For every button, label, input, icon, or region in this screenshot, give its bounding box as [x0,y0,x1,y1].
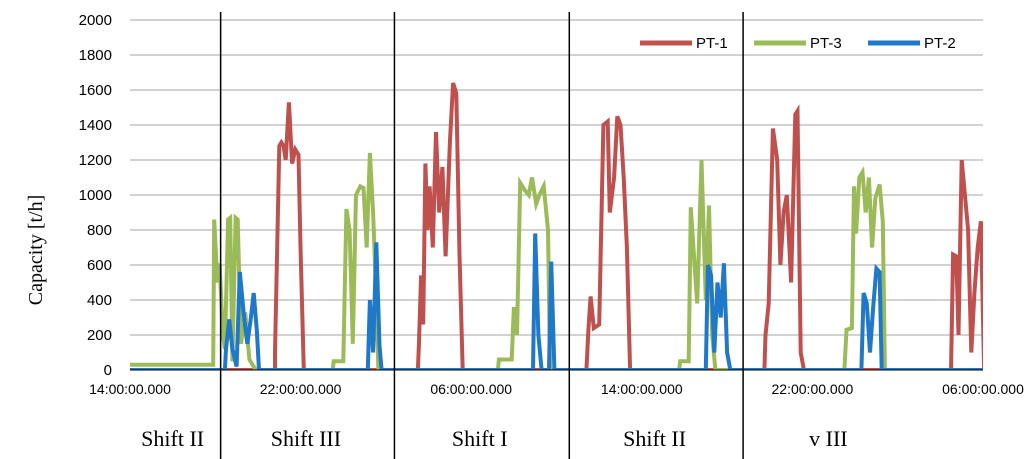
legend: PT-1 PT-3 PT-2 [640,35,956,52]
y-axis-label: Capacity [t/h] [25,195,47,306]
y-tick-label: 200 [87,327,112,344]
y-tick-label: 1600 [79,82,112,99]
grid-lines [130,19,983,371]
shift-label: Shift I [452,426,508,451]
y-tick-label: 600 [87,257,112,274]
shift-labels: Shift II Shift III Shift I Shift II v III [141,426,847,451]
x-tick-label: 22:00:00.000 [260,381,342,397]
x-tick-labels: 14:00:00.000 22:00:00.000 06:00:00.000 14:0… [89,381,1024,397]
y-tick-label: 1200 [79,152,112,169]
x-tick-label: 06:00:00.000 [942,381,1024,397]
y-tick-label: 400 [87,292,112,309]
x-tick-label: 22:00:00.000 [772,381,854,397]
y-tick-labels: 0 200 400 600 800 1000 1200 1400 1600 1800 2000 [79,12,112,379]
y-tick-label: 2000 [79,12,112,29]
shift-dividers [219,12,744,459]
x-tick-label: 14:00:00.000 [601,381,683,397]
x-tick-label: 14:00:00.000 [89,381,171,397]
series-line-pt-2 [130,233,983,370]
shift-label: Shift II [141,426,204,451]
series-line-pt-1 [130,82,983,370]
shift-label: Shift II [623,426,686,451]
shift-label: Shift III [271,426,341,451]
y-tick-label: 1000 [79,187,112,204]
y-tick-label: 0 [104,362,112,379]
legend-label: PT-2 [924,35,956,52]
y-tick-label: 800 [87,222,112,239]
legend-label: PT-3 [810,35,842,52]
series-lines [130,82,983,370]
x-tick-label: 06:00:00.000 [430,381,512,397]
legend-label: PT-1 [696,35,728,52]
shift-label: v III [809,426,847,451]
y-tick-label: 1400 [79,117,112,134]
y-tick-label: 1800 [79,47,112,64]
